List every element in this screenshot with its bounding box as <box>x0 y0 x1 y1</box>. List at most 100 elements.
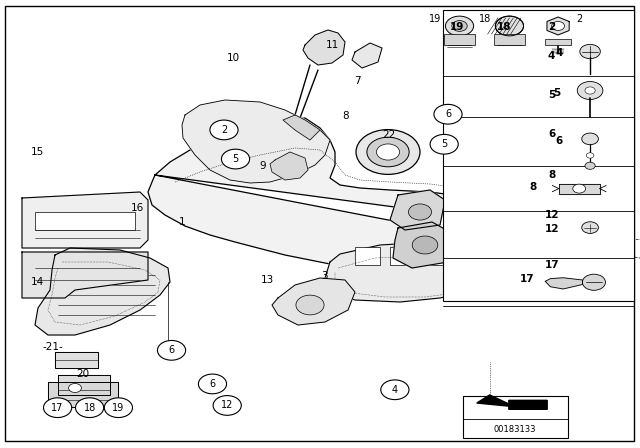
Circle shape <box>434 104 462 124</box>
Circle shape <box>221 149 250 169</box>
Polygon shape <box>303 30 345 65</box>
Text: 12: 12 <box>221 401 234 410</box>
Text: 1: 1 <box>179 217 186 227</box>
Circle shape <box>76 398 104 418</box>
Polygon shape <box>22 252 148 298</box>
Text: 6: 6 <box>168 345 175 355</box>
Text: 7: 7 <box>354 76 360 86</box>
Bar <box>35 212 135 230</box>
Text: 9: 9 <box>259 161 266 171</box>
Text: 5: 5 <box>441 139 447 149</box>
Circle shape <box>198 374 227 394</box>
Polygon shape <box>283 115 320 140</box>
Text: 16: 16 <box>131 203 144 213</box>
Circle shape <box>104 398 132 418</box>
Circle shape <box>367 137 409 167</box>
Polygon shape <box>559 184 600 194</box>
Circle shape <box>582 222 598 233</box>
Circle shape <box>296 295 324 315</box>
Polygon shape <box>352 43 382 68</box>
Circle shape <box>585 87 595 94</box>
Text: 22: 22 <box>382 130 395 140</box>
Text: 12: 12 <box>545 224 559 234</box>
Polygon shape <box>547 17 569 35</box>
Text: 19: 19 <box>450 22 464 32</box>
Text: 10: 10 <box>227 53 240 63</box>
Text: 3: 3 <box>321 271 328 280</box>
Polygon shape <box>472 205 510 238</box>
Circle shape <box>157 340 186 360</box>
Polygon shape <box>35 248 170 335</box>
Text: 14: 14 <box>31 277 44 287</box>
Text: 17: 17 <box>520 274 534 284</box>
Bar <box>545 39 571 45</box>
Text: 6: 6 <box>548 129 556 139</box>
Circle shape <box>585 162 595 169</box>
Circle shape <box>582 133 598 145</box>
Text: 18: 18 <box>83 403 96 413</box>
Text: 4: 4 <box>548 51 556 61</box>
Polygon shape <box>325 242 492 302</box>
Text: 2: 2 <box>576 14 582 24</box>
Circle shape <box>552 22 564 30</box>
Circle shape <box>445 16 474 36</box>
Text: -21-: -21- <box>42 342 63 352</box>
Text: 6: 6 <box>209 379 216 389</box>
Text: 8: 8 <box>342 112 349 121</box>
Text: 8: 8 <box>529 182 537 192</box>
Circle shape <box>573 184 586 193</box>
Text: 18: 18 <box>497 22 511 32</box>
Polygon shape <box>272 278 355 325</box>
Circle shape <box>408 204 431 220</box>
Circle shape <box>213 396 241 415</box>
Polygon shape <box>58 375 110 395</box>
Bar <box>443 10 634 301</box>
Text: 19: 19 <box>112 403 125 413</box>
Text: 6: 6 <box>445 109 451 119</box>
Text: 5: 5 <box>553 88 561 98</box>
Circle shape <box>412 236 438 254</box>
Circle shape <box>430 134 458 154</box>
Text: 5: 5 <box>232 154 239 164</box>
Text: 00183133: 00183133 <box>494 425 536 434</box>
Bar <box>355 247 380 265</box>
Text: 4: 4 <box>556 48 563 58</box>
Text: 2: 2 <box>548 22 556 32</box>
Bar <box>494 34 525 45</box>
Text: 17: 17 <box>51 403 64 413</box>
Circle shape <box>580 44 600 59</box>
Polygon shape <box>148 118 492 272</box>
Text: 19: 19 <box>429 14 442 24</box>
Bar <box>425 247 450 265</box>
Text: 15: 15 <box>31 147 44 157</box>
Text: 2: 2 <box>221 125 227 135</box>
Text: 17: 17 <box>545 260 559 270</box>
Circle shape <box>68 383 81 392</box>
Text: 18: 18 <box>479 14 492 24</box>
Text: 12: 12 <box>545 210 559 220</box>
Circle shape <box>381 380 409 400</box>
Circle shape <box>44 398 72 418</box>
Polygon shape <box>393 222 450 268</box>
Polygon shape <box>477 395 547 409</box>
Text: 8: 8 <box>548 170 556 180</box>
Polygon shape <box>390 190 445 230</box>
Text: 11: 11 <box>326 40 339 50</box>
Polygon shape <box>48 382 118 407</box>
Bar <box>463 396 568 438</box>
Bar <box>444 34 475 45</box>
Text: 5: 5 <box>548 90 556 100</box>
Circle shape <box>356 129 420 174</box>
Circle shape <box>577 82 603 99</box>
Text: 20: 20 <box>77 369 90 379</box>
Bar <box>390 247 415 265</box>
Polygon shape <box>22 192 148 248</box>
Polygon shape <box>182 100 330 183</box>
Polygon shape <box>545 278 582 289</box>
Text: 13: 13 <box>261 275 274 285</box>
Text: 4: 4 <box>392 385 398 395</box>
Text: 6: 6 <box>556 136 563 146</box>
Circle shape <box>376 144 399 160</box>
Circle shape <box>586 153 594 158</box>
Circle shape <box>210 120 238 140</box>
